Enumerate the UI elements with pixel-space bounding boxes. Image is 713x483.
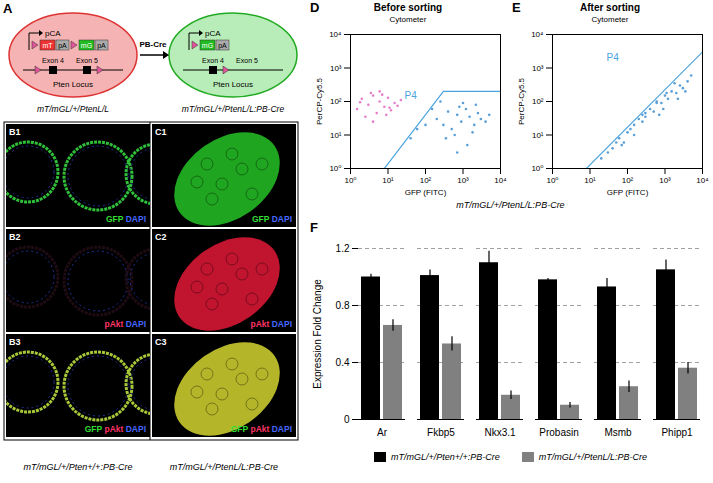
svg-text:Nkx3.1: Nkx3.1: [484, 427, 516, 438]
svg-text:P4: P4: [404, 90, 417, 101]
svg-text:10²: 10²: [420, 176, 432, 185]
svg-text:GFP pAkt DAPI: GFP pAkt DAPI: [85, 424, 146, 434]
svg-text:mG: mG: [202, 42, 213, 49]
html-text:Before sorting: Before sorting: [373, 2, 443, 13]
svg-text:10²: 10²: [330, 97, 342, 106]
svg-text:GFP DAPI: GFP DAPI: [252, 214, 292, 224]
svg-text:Phipp1: Phipp1: [661, 427, 693, 438]
svg-text:10⁰: 10⁰: [531, 164, 543, 173]
svg-text:pCA: pCA: [205, 29, 221, 38]
svg-text:B3: B3: [9, 337, 21, 347]
html-text:mT/mGL/+/PtenL/L:PB-Cre: mT/mGL/+/PtenL/L:PB-Cre: [538, 452, 647, 462]
svg-text:pA: pA: [97, 42, 106, 50]
html-text:mT/mGL/+/PtenL/L:PB-Cre: mT/mGL/+/PtenL/L:PB-Cre: [456, 200, 565, 210]
svg-text:10⁴: 10⁴: [696, 176, 709, 185]
svg-text:mG: mG: [81, 42, 92, 49]
html-text:Cytometer: Cytometer: [591, 15, 629, 24]
svg-text:0.4: 0.4: [336, 357, 350, 368]
svg-text:10³: 10³: [659, 176, 671, 185]
svg-text:Exon 4: Exon 4: [42, 57, 64, 64]
svg-text:pA: pA: [58, 42, 67, 50]
svg-text:pCA: pCA: [45, 29, 61, 38]
svg-text:10¹: 10¹: [584, 176, 596, 185]
svg-text:B1: B1: [9, 127, 21, 137]
svg-text:mT/mGL/+/PtenL/L:PB-Cre: mT/mGL/+/PtenL/L:PB-Cre: [182, 104, 285, 114]
html-text:D: D: [310, 0, 320, 15]
svg-text:10³: 10³: [330, 64, 342, 73]
html-text:E: E: [512, 0, 521, 15]
svg-text:B2: B2: [9, 232, 21, 242]
svg-text:PerCP-Cy5.5: PerCP-Cy5.5: [517, 77, 526, 125]
html-text:Cytometer: Cytometer: [389, 15, 427, 24]
svg-text:Exon 4: Exon 4: [202, 57, 224, 64]
svg-text:Fkbp5: Fkbp5: [427, 427, 455, 438]
html-text:F: F: [310, 220, 318, 235]
svg-text:C2: C2: [155, 232, 167, 242]
svg-text:C3: C3: [155, 337, 167, 347]
svg-text:10³: 10³: [532, 64, 544, 73]
svg-text:mT/mGL/+/Pten+/+:PB-Cre: mT/mGL/+/Pten+/+:PB-Cre: [24, 462, 133, 472]
svg-text:Pten Locus: Pten Locus: [53, 80, 93, 89]
svg-text:Exon 5: Exon 5: [76, 57, 98, 64]
svg-text:10⁴: 10⁴: [329, 30, 342, 39]
svg-text:Exon 5: Exon 5: [236, 57, 258, 64]
html-text:After sorting: After sorting: [580, 2, 640, 13]
svg-text:P4: P4: [606, 52, 619, 63]
html-text:mT/mGL/+/Pten+/+:PB-Cre: mT/mGL/+/Pten+/+:PB-Cre: [391, 452, 500, 462]
svg-text:GFP pAkt DAPI: GFP pAkt DAPI: [231, 424, 292, 434]
svg-text:10⁰: 10⁰: [344, 176, 356, 185]
svg-text:mT: mT: [42, 42, 53, 49]
svg-text:pA: pA: [218, 42, 227, 50]
svg-text:10¹: 10¹: [382, 176, 394, 185]
svg-text:10²: 10²: [532, 97, 544, 106]
svg-text:A: A: [3, 1, 13, 16]
svg-text:mT/mGL/+/PtenL/L: mT/mGL/+/PtenL/L: [37, 104, 109, 114]
svg-text:pAkt DAPI: pAkt DAPI: [250, 319, 292, 329]
svg-text:0.8: 0.8: [336, 300, 350, 311]
svg-text:0: 0: [344, 414, 350, 425]
svg-text:pAkt DAPI: pAkt DAPI: [104, 319, 146, 329]
svg-text:PerCP-Cy5.5: PerCP-Cy5.5: [315, 77, 324, 125]
svg-text:10⁰: 10⁰: [329, 164, 341, 173]
svg-text:Expression Fold Change: Expression Fold Change: [312, 279, 323, 389]
svg-text:Ar: Ar: [377, 427, 388, 438]
svg-text:10⁴: 10⁴: [531, 30, 544, 39]
svg-text:10³: 10³: [457, 176, 469, 185]
svg-text:C1: C1: [155, 127, 167, 137]
svg-text:10²: 10²: [622, 176, 634, 185]
svg-text:Msmb: Msmb: [604, 427, 632, 438]
svg-text:10¹: 10¹: [532, 131, 544, 140]
svg-text:10¹: 10¹: [330, 131, 342, 140]
svg-text:mT/mGL/+/PtenL/L:PB-Cre: mT/mGL/+/PtenL/L:PB-Cre: [170, 462, 278, 472]
svg-text:GFP (FITC): GFP (FITC): [607, 188, 649, 197]
svg-text:10⁴: 10⁴: [494, 176, 507, 185]
svg-text:PB-Cre: PB-Cre: [139, 40, 167, 49]
svg-text:GFP (FITC): GFP (FITC): [405, 188, 447, 197]
svg-text:Pten Locus: Pten Locus: [213, 80, 253, 89]
svg-text:1.2: 1.2: [336, 243, 350, 254]
svg-text:Probasin: Probasin: [539, 427, 578, 438]
svg-text:10⁰: 10⁰: [546, 176, 558, 185]
svg-text:GFP DAPI: GFP DAPI: [106, 214, 146, 224]
